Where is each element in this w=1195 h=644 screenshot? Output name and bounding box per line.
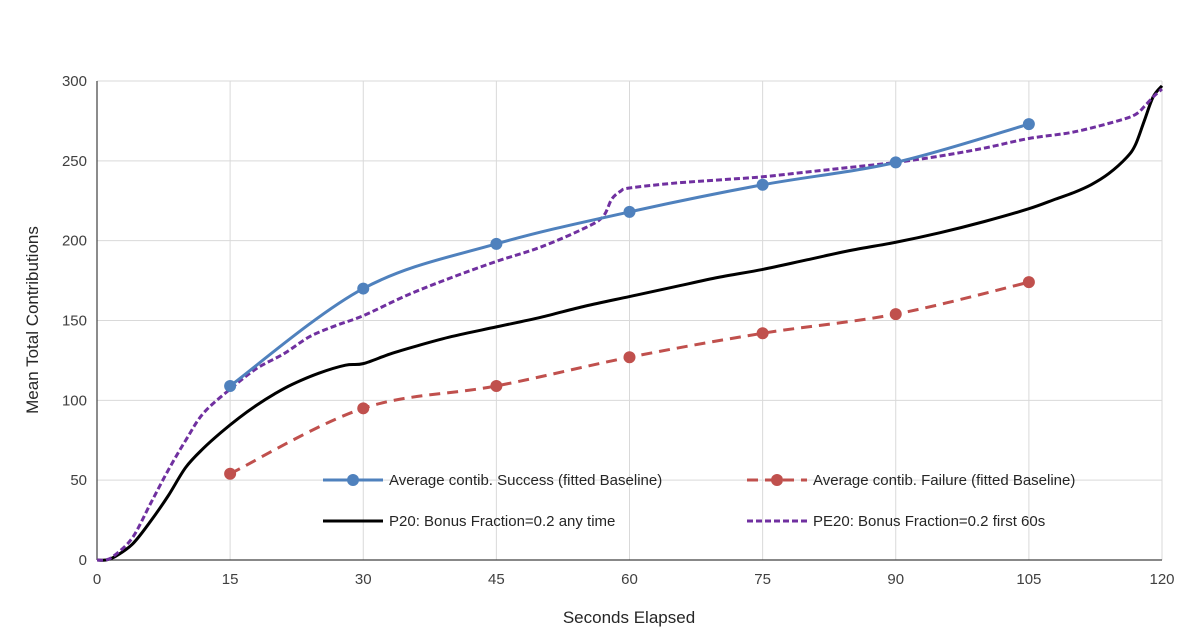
x-tick-label: 75	[754, 571, 771, 588]
x-tick-label: 45	[488, 571, 505, 588]
x-tick-label: 90	[887, 571, 904, 588]
y-tick-label: 300	[62, 73, 87, 90]
y-tick-label: 200	[62, 233, 87, 250]
data-point	[1022, 118, 1035, 131]
legend-label: PE20: Bonus Fraction=0.2 first 60s	[813, 513, 1045, 530]
x-tick-label: 105	[1016, 571, 1041, 588]
axes	[96, 81, 1162, 561]
legend-label: P20: Bonus Fraction=0.2 any time	[389, 513, 615, 530]
x-tick-label: 0	[93, 571, 101, 588]
data-point	[889, 156, 902, 169]
y-axis-title: Mean Total Contributions	[23, 226, 42, 414]
data-point	[1022, 276, 1035, 289]
y-tick-label: 50	[70, 472, 87, 489]
tick-labels: 0 50 100 150 200 250 300 0 15 30 45 60 75 90 105 120	[62, 73, 1175, 588]
data-point	[357, 282, 370, 295]
data-point	[224, 467, 237, 480]
y-tick-label: 250	[62, 153, 87, 170]
x-tick-label: 15	[222, 571, 239, 588]
x-axis-title: Seconds Elapsed	[563, 608, 695, 627]
data-point	[623, 351, 636, 364]
legend-marker	[347, 474, 359, 486]
legend-label: Average contib. Failure (fitted Baseline…	[813, 472, 1075, 489]
data-point	[490, 237, 503, 250]
series-line	[96, 84, 1164, 562]
x-tick-label: 60	[621, 571, 638, 588]
data-point	[889, 308, 902, 321]
x-tick-label: 30	[355, 571, 372, 588]
data-point	[623, 205, 636, 218]
x-tick-label: 120	[1149, 571, 1174, 588]
data-point	[756, 178, 769, 191]
legend: Average contib. Success (fitted Baseline…	[323, 472, 1075, 530]
y-tick-label: 100	[62, 392, 87, 409]
data-point	[490, 379, 503, 392]
data-point	[357, 402, 370, 415]
y-tick-label: 0	[79, 552, 87, 569]
data-point	[756, 327, 769, 340]
series	[96, 84, 1164, 562]
data-point	[224, 379, 237, 392]
series-line	[96, 87, 1164, 562]
legend-label: Average contib. Success (fitted Baseline…	[389, 472, 662, 489]
legend-marker	[771, 474, 783, 486]
y-tick-label: 150	[62, 313, 87, 330]
